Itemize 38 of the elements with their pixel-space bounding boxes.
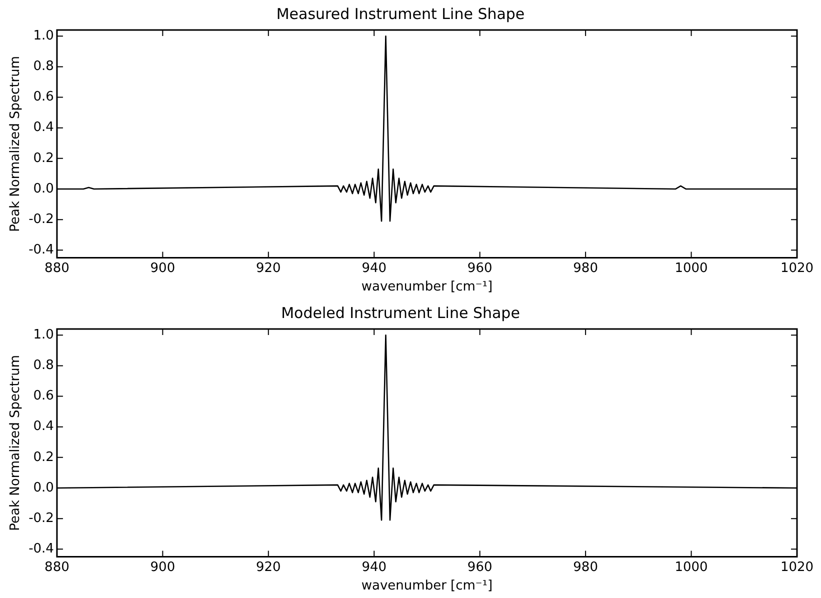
x-tick-label: 980 bbox=[573, 560, 598, 575]
y-tick-label: 1.0 bbox=[33, 327, 54, 342]
x-tick-label: 880 bbox=[44, 260, 70, 276]
x-tick-label: 1000 bbox=[674, 560, 708, 575]
y-tick-label: 0.0 bbox=[33, 480, 54, 496]
y-tick-label: -0.2 bbox=[28, 212, 54, 227]
y-tick-label: -0.4 bbox=[28, 542, 54, 557]
x-tick-label: 880 bbox=[44, 560, 70, 575]
y-tick-label: 0.6 bbox=[33, 90, 54, 105]
y-tick-label: 0.6 bbox=[33, 388, 54, 404]
x-tick-label: 920 bbox=[256, 560, 281, 575]
x-axis-title: wavenumber [cm⁻¹] bbox=[361, 280, 493, 295]
y-tick-label: 0.2 bbox=[33, 150, 54, 166]
y-tick-label: 0.4 bbox=[33, 120, 54, 136]
y-tick-label: 0.8 bbox=[33, 59, 54, 74]
x-tick-label: 900 bbox=[150, 260, 176, 276]
y-axis-title: Peak Normalized Spectrum bbox=[8, 56, 24, 232]
x-tick-label: 920 bbox=[256, 260, 281, 276]
y-tick-label: 0.2 bbox=[33, 450, 54, 465]
y-tick-label: 0.0 bbox=[33, 181, 54, 196]
x-tick-label: 940 bbox=[362, 260, 387, 276]
chart-title: Modeled Instrument Line Shape bbox=[281, 304, 520, 322]
y-tick-label: 0.4 bbox=[33, 419, 54, 434]
y-tick-label: 1.0 bbox=[33, 28, 54, 44]
x-axis-title: wavenumber [cm⁻¹] bbox=[361, 578, 493, 594]
y-tick-label: -0.4 bbox=[28, 242, 54, 258]
x-tick-label: 960 bbox=[467, 260, 492, 276]
y-tick-label: 0.8 bbox=[33, 358, 54, 374]
x-tick-label: 1000 bbox=[674, 260, 708, 276]
x-tick-label: 940 bbox=[362, 560, 387, 575]
y-tick-label: -0.2 bbox=[28, 510, 54, 526]
x-tick-label: 1020 bbox=[780, 260, 814, 276]
x-tick-label: 980 bbox=[573, 260, 598, 276]
chart-title: Measured Instrument Line Shape bbox=[276, 4, 525, 23]
x-tick-label: 960 bbox=[467, 560, 492, 575]
y-axis-title: Peak Normalized Spectrum bbox=[8, 354, 24, 531]
x-tick-label: 1020 bbox=[780, 560, 814, 575]
x-tick-label: 900 bbox=[150, 560, 176, 575]
